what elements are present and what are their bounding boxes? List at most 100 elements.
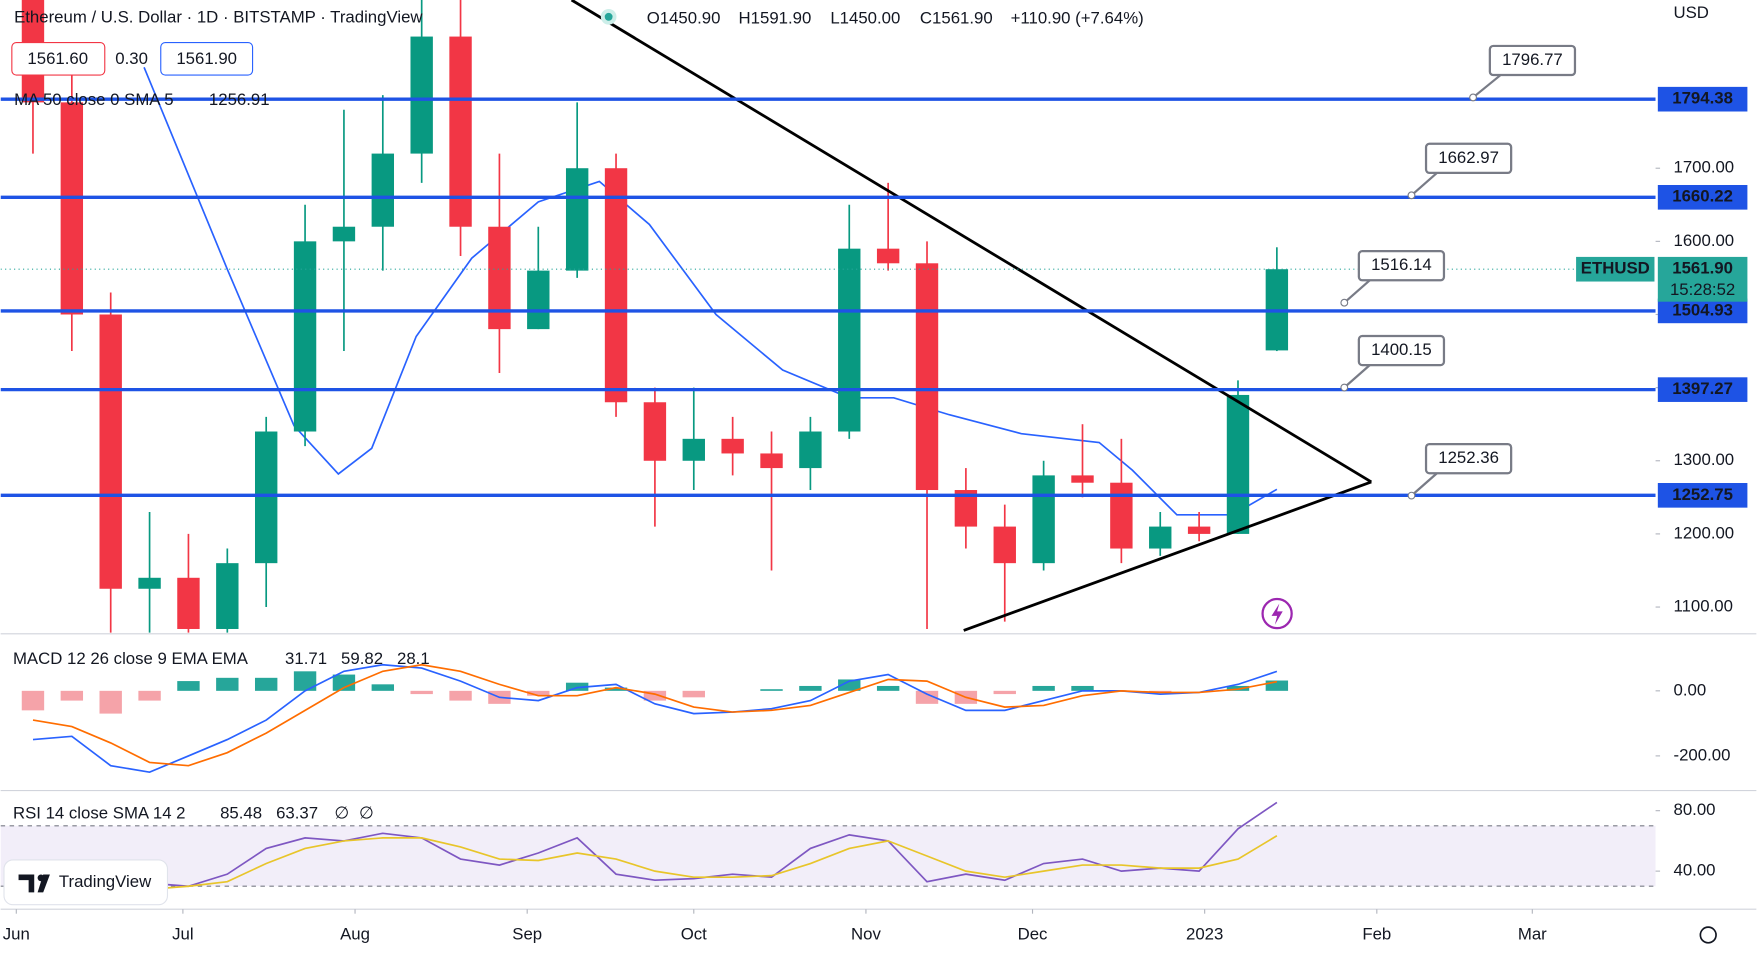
candle-body xyxy=(565,168,589,271)
event-icon[interactable] xyxy=(1261,597,1293,630)
callout-pointer xyxy=(1343,362,1374,389)
candle-body xyxy=(721,438,744,454)
candle-body xyxy=(682,438,705,461)
y-tick-label: 0.00 xyxy=(1674,680,1707,699)
candle-body xyxy=(760,453,783,469)
ma-legend: MA 50 close 0 SMA 5 xyxy=(14,90,174,109)
x-tick-label: Nov xyxy=(851,924,881,943)
ask-box[interactable] xyxy=(160,41,254,76)
currency[interactable]: USD xyxy=(1674,3,1709,22)
y-tick-label: 1100.00 xyxy=(1674,596,1733,615)
y-tick-label: 1600.00 xyxy=(1674,231,1735,250)
callout-anchor xyxy=(1469,93,1477,102)
candle-body xyxy=(410,36,433,154)
callout-label: 1796.77 xyxy=(1502,50,1563,69)
candle-body xyxy=(99,314,122,589)
callout-pointer xyxy=(1343,277,1374,304)
ohlc-value: L1450.00 xyxy=(830,8,900,27)
y-tick-label: 1700.00 xyxy=(1674,158,1735,177)
histogram-bar xyxy=(1032,685,1055,691)
level-axis-box xyxy=(1657,377,1748,402)
macd-line xyxy=(32,663,1278,767)
level-axis-label: 1252.75 xyxy=(1672,485,1733,504)
candle-body xyxy=(876,248,900,264)
candle-body xyxy=(1071,475,1094,483)
level-axis-label: 1397.27 xyxy=(1672,379,1733,398)
candle-body xyxy=(1187,526,1211,534)
status-dot xyxy=(604,12,613,21)
bid-box[interactable] xyxy=(11,41,106,76)
logo-mark xyxy=(37,874,45,882)
candle-body xyxy=(1149,526,1172,549)
callout-box xyxy=(1357,250,1446,282)
chart-title: Ethereum / U.S. Dollar · 1D · BITSTAMP ·… xyxy=(14,7,423,26)
callout-label: 1400.15 xyxy=(1371,340,1432,359)
histogram-bar xyxy=(1071,685,1094,691)
y-tick-label: 80.00 xyxy=(1674,800,1716,819)
histogram-bar xyxy=(216,677,239,691)
candle-body xyxy=(332,226,356,242)
rsi-line xyxy=(32,801,1278,903)
settings-icon[interactable] xyxy=(1699,926,1717,944)
level-axis-label: 1660.22 xyxy=(1672,187,1733,206)
rsi-value: 85.48 xyxy=(220,803,262,822)
event-icon xyxy=(1271,603,1283,625)
symbol-label: ETHUSD xyxy=(1581,259,1650,278)
histogram-bar xyxy=(254,677,278,691)
level-axis-box xyxy=(1657,298,1748,324)
histogram-bar xyxy=(643,690,667,701)
x-tick-label: Dec xyxy=(1018,924,1048,943)
x-tick-label: Jul xyxy=(172,924,193,943)
bid-price: 1561.60 xyxy=(27,49,88,68)
callout-label: 1252.36 xyxy=(1438,448,1499,467)
callout-pointer xyxy=(1410,470,1441,497)
candle-body xyxy=(527,270,550,330)
logo-box[interactable] xyxy=(3,859,169,906)
level-axis-box xyxy=(1657,483,1748,508)
x-tick-label: Oct xyxy=(681,924,707,943)
candle-body xyxy=(838,248,861,432)
level-axis-label: 1504.93 xyxy=(1672,300,1733,319)
histogram-bar xyxy=(371,684,395,691)
histogram-bar xyxy=(410,690,433,695)
candle-body xyxy=(1032,475,1055,564)
macd-value: 28.1 xyxy=(397,649,430,668)
callout-anchor xyxy=(1407,191,1416,200)
candle-body xyxy=(1110,482,1133,549)
ask-price: 1561.90 xyxy=(176,49,237,68)
level-axis-label: 1794.38 xyxy=(1672,89,1733,108)
histogram-bar xyxy=(527,690,550,696)
candle-body xyxy=(488,226,511,330)
histogram-bar xyxy=(177,681,200,691)
ohlc-value: O1450.90 xyxy=(647,8,721,27)
candle-body xyxy=(1226,394,1250,534)
candle-body xyxy=(177,577,200,629)
macd-pane xyxy=(21,663,1289,774)
callout-label: 1662.97 xyxy=(1438,148,1499,167)
rsi-value: 63.37 xyxy=(276,803,318,822)
candle-body xyxy=(799,431,822,469)
ohlc-value: C1561.90 xyxy=(920,8,993,27)
histogram-bar xyxy=(332,674,356,691)
trendline xyxy=(963,480,1372,632)
macd-line xyxy=(32,663,1278,774)
callout-anchor xyxy=(1407,491,1416,500)
macd-value: 31.71 xyxy=(285,649,327,668)
ohlc-value: +110.90 (+7.64%) xyxy=(1011,8,1144,27)
rsi-na: ∅ xyxy=(334,803,349,822)
rsi-legend: RSI 14 close SMA 14 2 xyxy=(13,803,186,822)
rsi-na: ∅ xyxy=(359,803,374,822)
histogram-bar xyxy=(915,690,939,704)
countdown: 15:28:52 xyxy=(1670,280,1735,299)
level-axis-box xyxy=(1657,86,1748,112)
last-price-label: 1561.90 xyxy=(1672,259,1733,278)
x-tick-label: Aug xyxy=(340,924,370,943)
candle-body xyxy=(643,402,667,461)
rsi-line xyxy=(32,835,1278,891)
candle-body xyxy=(954,490,978,527)
histogram-bar xyxy=(1265,680,1289,691)
histogram-bar xyxy=(799,685,822,691)
y-tick-label: 1300.00 xyxy=(1674,450,1735,469)
